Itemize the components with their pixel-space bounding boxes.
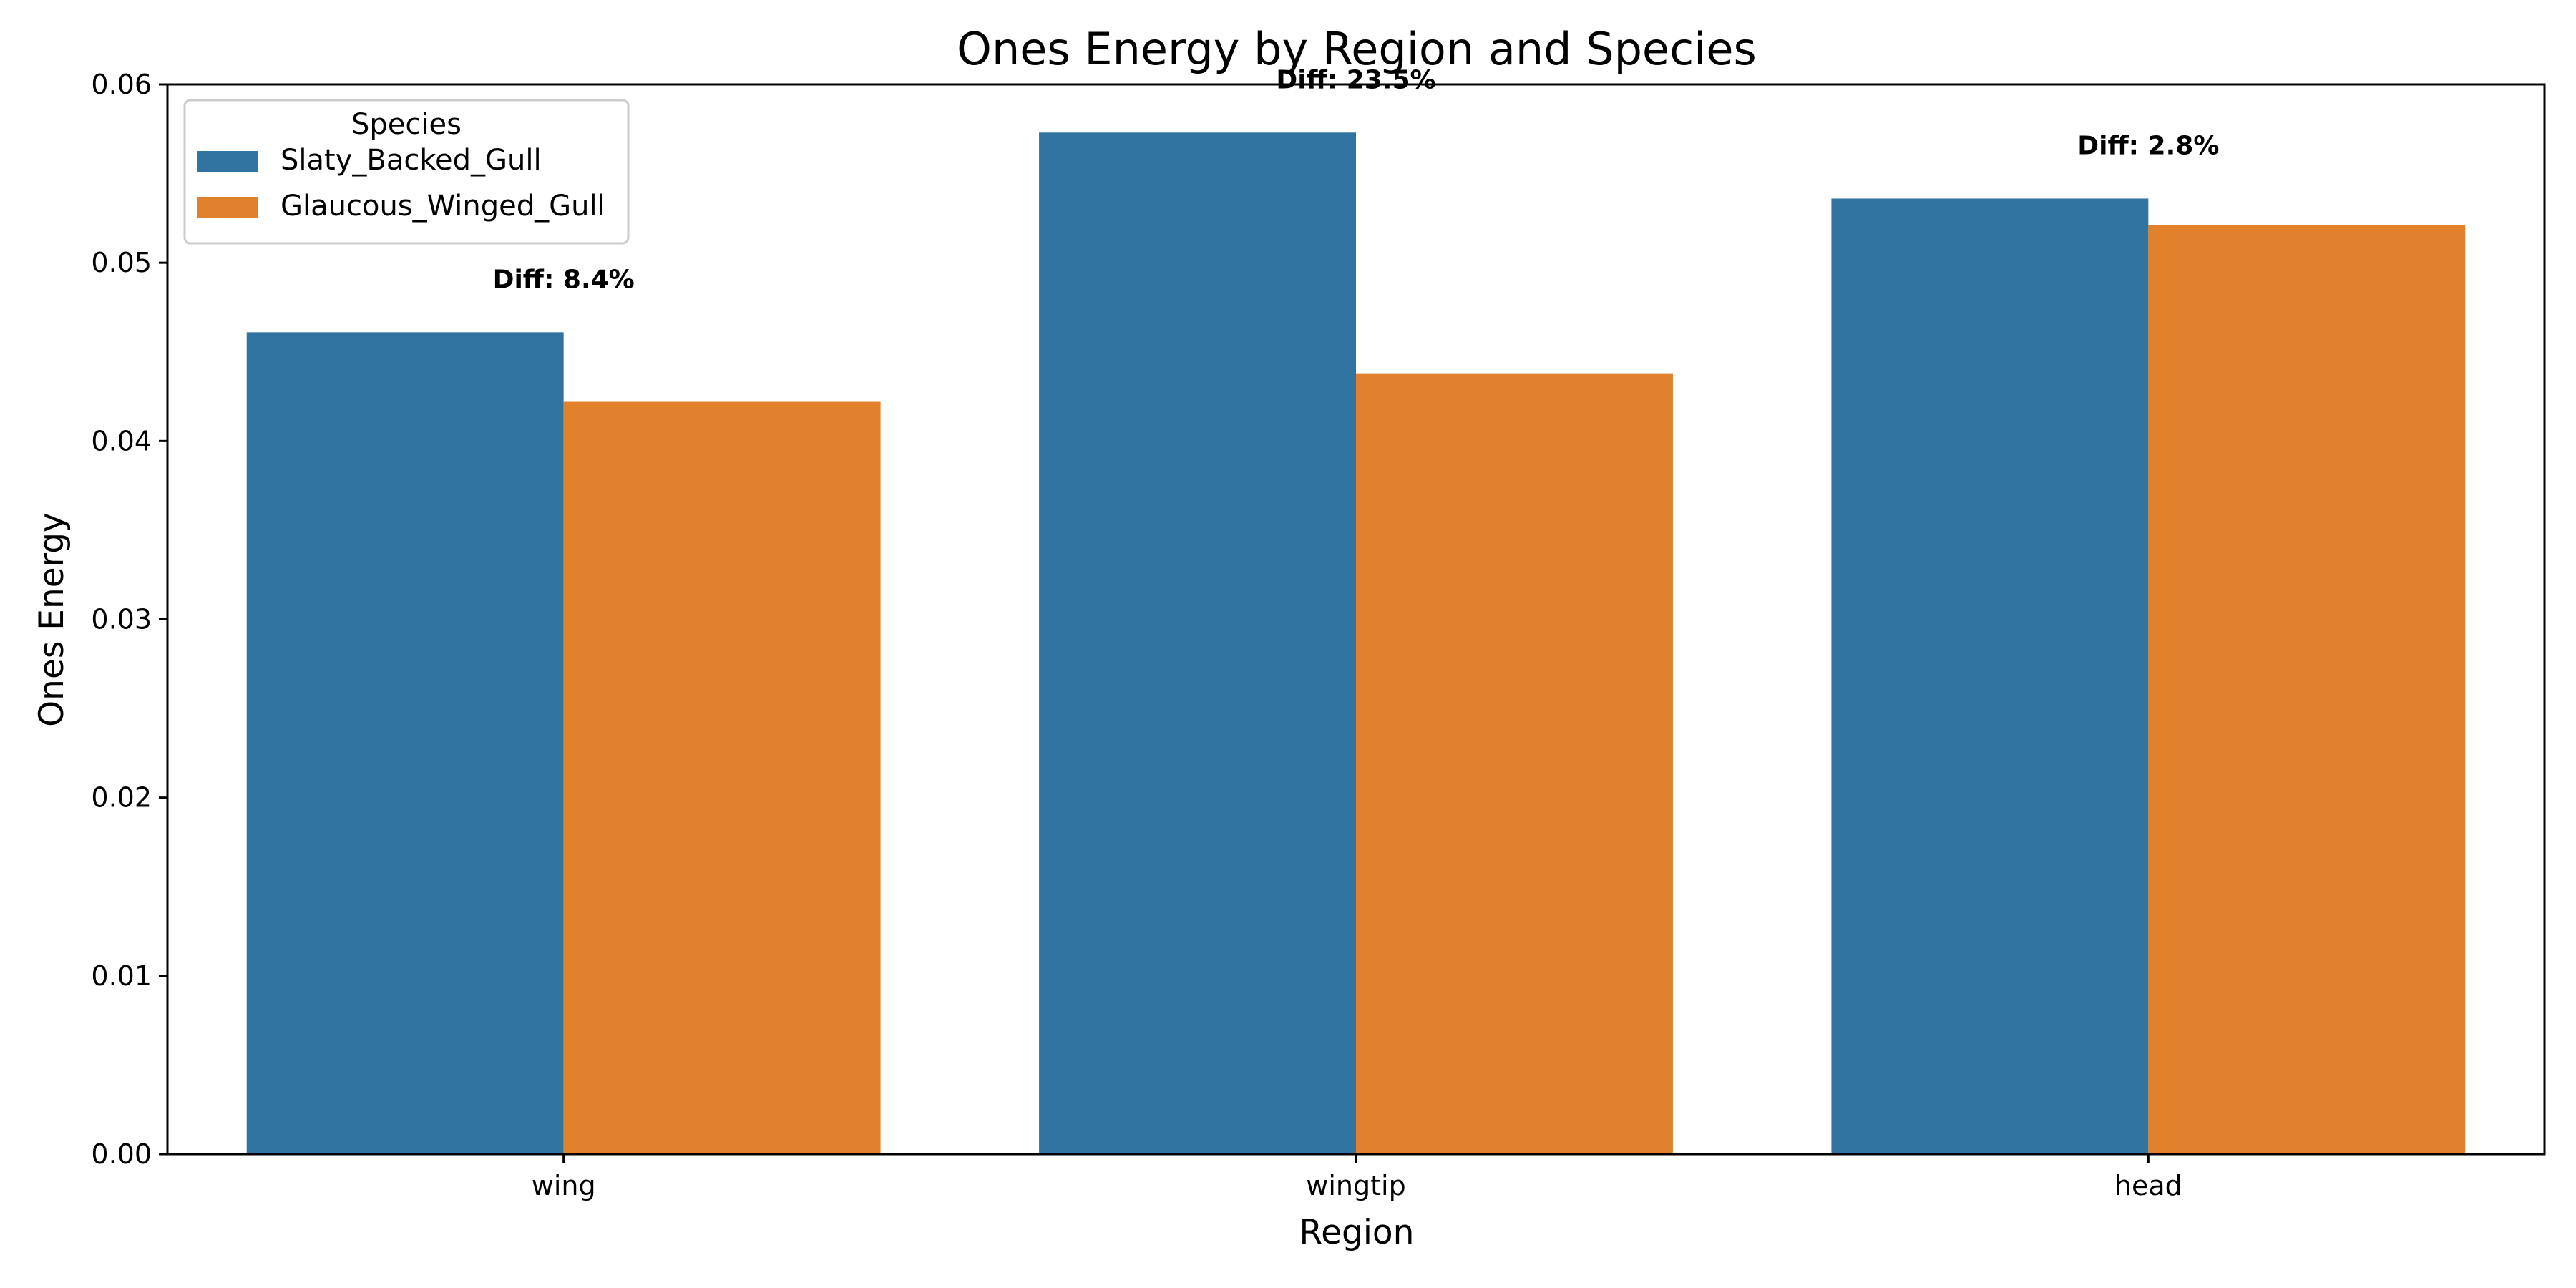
diff-annotation: Diff: 2.8%	[2077, 131, 2219, 160]
x-axis-ticks: wing wingtip head	[532, 1154, 2182, 1201]
y-tick-label: 0.04	[91, 425, 152, 457]
diff-annotation: Diff: 23.5%	[1276, 65, 1435, 94]
legend-swatch	[197, 151, 258, 172]
y-axis-ticks: 0.00 0.01 0.02 0.03 0.04 0.05 0.06	[91, 69, 167, 1170]
legend: Species Slaty_Backed_Gull Glaucous_Winged…	[183, 99, 630, 245]
y-tick-label: 0.02	[91, 782, 152, 814]
legend-swatch	[197, 197, 258, 218]
x-tick-label: head	[2114, 1170, 2182, 1201]
y-tick-label: 0.03	[91, 604, 152, 635]
x-tick-label: wingtip	[1306, 1170, 1405, 1201]
diff-annotation: Diff: 8.4%	[493, 265, 635, 294]
bar-head-glaucous-winged-gull	[2148, 225, 2466, 1154]
bar-head-slaty-backed-gull	[1831, 198, 2149, 1154]
y-axis-label: Ones Energy	[32, 512, 72, 727]
legend-label: Glaucous_Winged_Gull	[280, 190, 605, 223]
plot-area-frame	[166, 83, 2546, 1156]
bar-wing-slaty-backed-gull	[246, 332, 564, 1154]
y-tick-label: 0.05	[91, 247, 152, 278]
x-axis-label: Region	[1299, 1213, 1415, 1252]
chart-title: Ones Energy by Region and Species	[957, 23, 1757, 75]
x-tick-label: wing	[532, 1170, 596, 1201]
y-tick-label: 0.01	[91, 960, 152, 992]
legend-label: Slaty_Backed_Gull	[280, 144, 542, 177]
bar-wingtip-slaty-backed-gull	[1039, 132, 1356, 1154]
y-tick-label: 0.00	[91, 1138, 152, 1170]
bar-wingtip-glaucous-winged-gull	[1356, 373, 1673, 1154]
annotation-layer: Diff: 8.4% Diff: 23.5% Diff: 2.8%	[493, 65, 2220, 294]
legend-title: Species	[351, 108, 462, 141]
y-tick-label: 0.06	[91, 69, 152, 100]
bars-layer	[246, 132, 2466, 1155]
legend-box	[183, 99, 630, 245]
legend-items: Slaty_Backed_Gull Glaucous_Winged_Gull	[197, 144, 605, 223]
bar-wing-glaucous-winged-gull	[563, 401, 881, 1155]
